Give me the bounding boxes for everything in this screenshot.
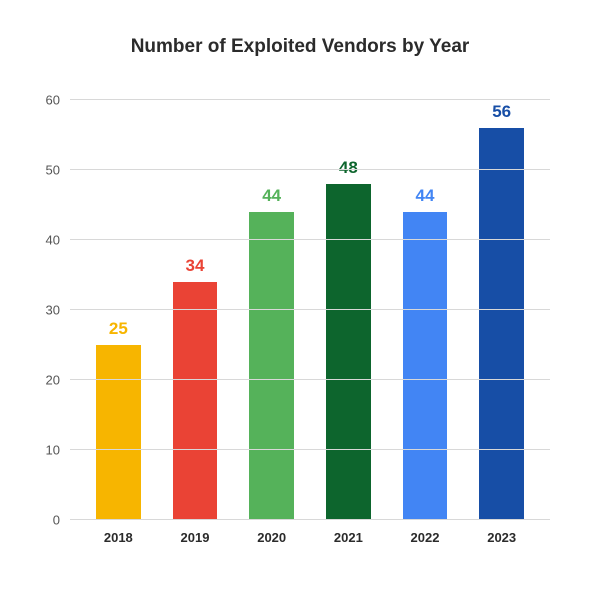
bar-slot: 562023 <box>463 100 540 520</box>
chart-title: Number of Exploited Vendors by Year <box>0 36 600 58</box>
bar: 25 <box>96 345 140 520</box>
bar-value-label: 34 <box>186 256 205 282</box>
gridline <box>70 239 550 240</box>
x-tick-label: 2021 <box>334 520 363 545</box>
x-tick-label: 2022 <box>411 520 440 545</box>
bar-value-label: 48 <box>339 158 358 184</box>
plot-area: 252018342019442020482021442022562023 010… <box>70 100 550 520</box>
bar: 48 <box>326 184 370 520</box>
bar-slot: 482021 <box>310 100 387 520</box>
x-tick-label: 2023 <box>487 520 516 545</box>
bar-slot: 342019 <box>157 100 234 520</box>
bar: 44 <box>403 212 447 520</box>
gridline <box>70 449 550 450</box>
bar-value-label: 44 <box>262 186 281 212</box>
bar: 44 <box>249 212 293 520</box>
bar-value-label: 56 <box>492 102 511 128</box>
gridline <box>70 99 550 100</box>
bar-value-label: 25 <box>109 319 128 345</box>
x-tick-label: 2018 <box>104 520 133 545</box>
y-tick-label: 60 <box>30 93 70 108</box>
bar-chart: Number of Exploited Vendors by Year 2520… <box>0 0 600 600</box>
y-tick-label: 30 <box>30 303 70 318</box>
gridline <box>70 169 550 170</box>
y-tick-label: 50 <box>30 163 70 178</box>
bar-slot: 442022 <box>387 100 464 520</box>
y-tick-label: 40 <box>30 233 70 248</box>
bars-group: 252018342019442020482021442022562023 <box>70 100 550 520</box>
x-tick-label: 2019 <box>181 520 210 545</box>
bar: 34 <box>173 282 217 520</box>
x-tick-label: 2020 <box>257 520 286 545</box>
bar-value-label: 44 <box>416 186 435 212</box>
bar-slot: 442020 <box>233 100 310 520</box>
gridline <box>70 309 550 310</box>
bar: 56 <box>479 128 523 520</box>
y-tick-label: 0 <box>30 513 70 528</box>
y-tick-label: 20 <box>30 373 70 388</box>
y-tick-label: 10 <box>30 443 70 458</box>
gridline <box>70 379 550 380</box>
bar-slot: 252018 <box>80 100 157 520</box>
gridline <box>70 519 550 520</box>
